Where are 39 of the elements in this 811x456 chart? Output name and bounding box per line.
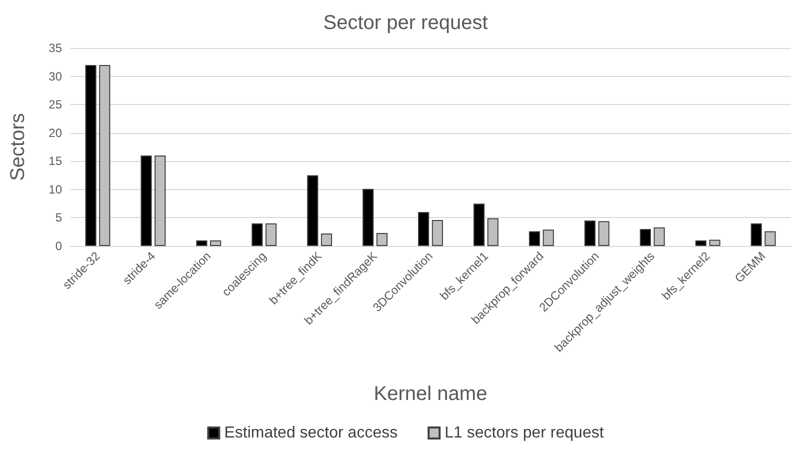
bar bbox=[85, 64, 96, 246]
y-axis-title: Sectors bbox=[7, 113, 29, 181]
y-tick-label: 15 bbox=[48, 154, 62, 168]
bar bbox=[99, 64, 110, 246]
bar bbox=[196, 240, 208, 246]
y-tick-label: 25 bbox=[48, 98, 62, 112]
bar bbox=[598, 221, 610, 246]
x-axis-title: Kernel name bbox=[374, 383, 488, 405]
y-tick-label: 35 bbox=[48, 41, 62, 55]
legend-label: Estimated sector access bbox=[224, 424, 398, 442]
bar bbox=[376, 232, 388, 246]
y-tick-label: 0 bbox=[55, 239, 62, 253]
bar bbox=[473, 204, 485, 246]
y-tick-label: 30 bbox=[48, 69, 62, 84]
bar bbox=[362, 188, 374, 246]
bar bbox=[542, 230, 554, 246]
bar bbox=[750, 223, 762, 246]
bar bbox=[320, 234, 332, 246]
bar bbox=[695, 240, 706, 246]
bar bbox=[709, 240, 720, 246]
bar bbox=[584, 220, 596, 246]
bar bbox=[528, 231, 540, 246]
bar bbox=[252, 223, 263, 246]
bar bbox=[140, 155, 152, 246]
bar bbox=[266, 223, 277, 246]
bar bbox=[418, 212, 430, 246]
bar bbox=[432, 220, 443, 246]
bar bbox=[154, 155, 166, 246]
bar bbox=[764, 231, 776, 246]
legend-label: L1 sectors per request bbox=[444, 424, 604, 442]
bar bbox=[640, 229, 651, 246]
bar bbox=[654, 227, 665, 246]
bar bbox=[210, 240, 222, 246]
y-tick-label: 10 bbox=[48, 182, 62, 196]
y-tick-label: 20 bbox=[48, 126, 62, 140]
chart-title: Sector per request bbox=[323, 12, 488, 34]
bar bbox=[487, 218, 498, 246]
y-tick-label: 5 bbox=[55, 210, 62, 225]
bar bbox=[307, 175, 318, 246]
